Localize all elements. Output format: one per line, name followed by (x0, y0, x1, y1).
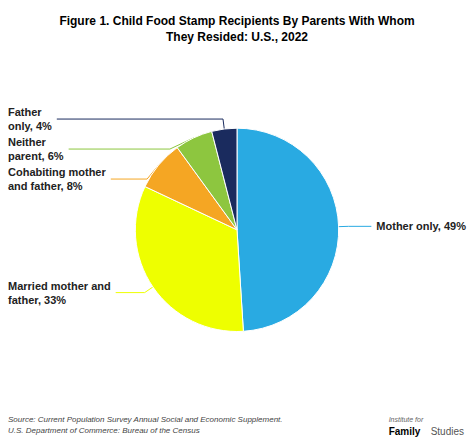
svg-text:and father, 8%: and father, 8% (8, 180, 83, 192)
svg-text:parent, 6%: parent, 6% (8, 150, 64, 162)
svg-text:Figure 1. Child Food Stamp Rec: Figure 1. Child Food Stamp Recipients By… (59, 14, 414, 28)
svg-text:Neither: Neither (8, 136, 47, 148)
svg-text:Cohabiting mother: Cohabiting mother (8, 166, 106, 178)
svg-text:Institute for: Institute for (389, 416, 424, 423)
svg-text:Father: Father (8, 106, 42, 118)
svg-text:Family: Family (389, 426, 421, 437)
svg-text:Source: Current Population Sur: Source: Current Population Survey Annual… (8, 415, 283, 424)
svg-text:father, 33%: father, 33% (8, 294, 66, 306)
svg-text:U.S. Department of Commerce: B: U.S. Department of Commerce: Bureau of t… (8, 426, 200, 435)
svg-text:They Resided: U.S., 2022: They Resided: U.S., 2022 (166, 30, 308, 44)
svg-text:Studies: Studies (431, 426, 464, 437)
svg-text:Married mother and: Married mother and (8, 280, 111, 292)
svg-text:Mother only, 49%: Mother only, 49% (376, 220, 466, 232)
svg-text:only, 4%: only, 4% (8, 120, 52, 132)
